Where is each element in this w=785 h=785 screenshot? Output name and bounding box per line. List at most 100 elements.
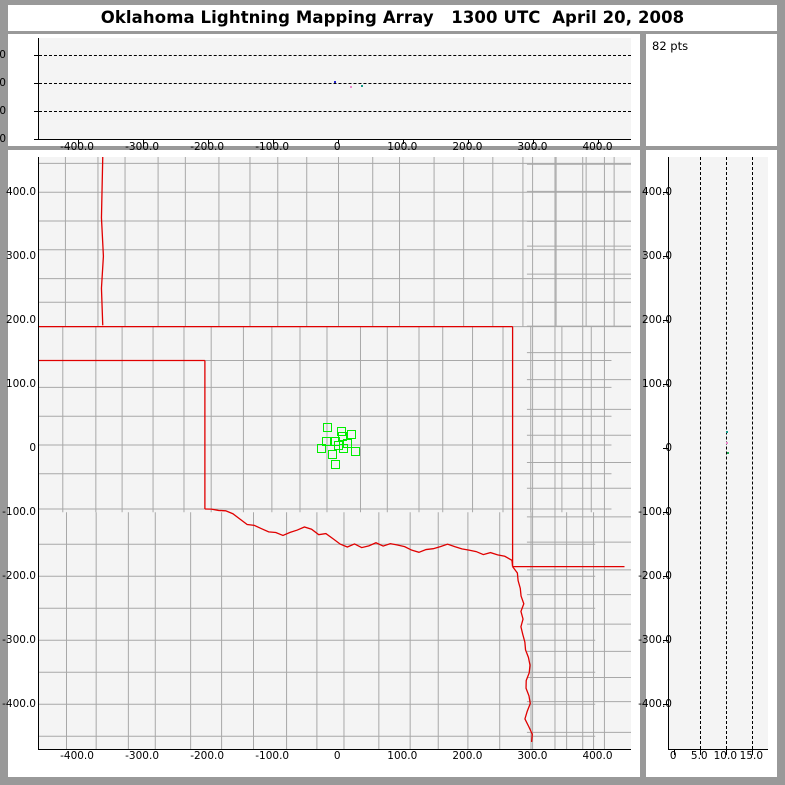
lightning-marker bbox=[316, 443, 326, 453]
x-tick-label: -100.0 bbox=[255, 750, 290, 762]
x-tick bbox=[468, 139, 470, 144]
y-tick-label: -100.0 bbox=[638, 506, 672, 519]
y-tick-label: -400.0 bbox=[2, 698, 36, 711]
x-tick bbox=[598, 139, 600, 144]
county-boundaries bbox=[39, 157, 631, 749]
top-altitude-profile-panel: 05.010.015.0 -400.0-300.0-200.0-100.0010… bbox=[0, 34, 640, 153]
lightning-marker bbox=[350, 446, 360, 456]
x-tick bbox=[208, 139, 210, 144]
y-tick-label: 400.0 bbox=[641, 186, 672, 199]
data-point bbox=[726, 430, 729, 433]
y-tick bbox=[663, 448, 669, 450]
x-tick-label: 400.0 bbox=[582, 750, 613, 762]
gridline-y bbox=[39, 54, 631, 56]
y-tick-label: -200.0 bbox=[2, 570, 36, 583]
y-tick bbox=[38, 640, 39, 641]
x-tick-label: 15.0 bbox=[739, 750, 764, 762]
data-point bbox=[361, 85, 364, 88]
gridline-x bbox=[726, 157, 728, 749]
x-tick bbox=[403, 139, 405, 144]
y-tick-label: 0 bbox=[29, 442, 36, 455]
y-tick-label: 300.0 bbox=[641, 250, 672, 263]
y-tick-label: 0 bbox=[0, 133, 6, 145]
y-tick-label: 5.0 bbox=[0, 104, 6, 117]
x-tick-label: -400.0 bbox=[60, 750, 94, 762]
y-tick-label: 300.0 bbox=[5, 250, 36, 263]
map-plot-area[interactable] bbox=[38, 157, 631, 750]
y-tick bbox=[663, 512, 669, 514]
y-tick bbox=[38, 512, 39, 513]
y-tick bbox=[38, 448, 39, 449]
data-point bbox=[350, 85, 353, 88]
lightning-marker bbox=[346, 429, 356, 439]
y-tick-label: -100.0 bbox=[2, 506, 36, 519]
y-tick bbox=[38, 320, 39, 321]
gridline-x bbox=[752, 157, 754, 749]
gridline-y bbox=[39, 82, 631, 84]
x-tick bbox=[533, 139, 535, 144]
x-tick-label: 100.0 bbox=[387, 750, 418, 762]
y-tick bbox=[663, 640, 669, 642]
y-tick-label: 100.0 bbox=[641, 378, 672, 391]
y-tick bbox=[38, 576, 39, 577]
y-tick bbox=[34, 110, 39, 112]
y-tick-label: -400.0 bbox=[638, 698, 672, 711]
x-tick bbox=[143, 139, 145, 144]
y-tick bbox=[38, 192, 39, 193]
x-tick bbox=[273, 139, 275, 144]
y-tick-label: 15.0 bbox=[0, 48, 6, 61]
lightning-marker bbox=[323, 423, 333, 433]
data-point bbox=[334, 81, 336, 84]
state-boundaries bbox=[39, 157, 625, 743]
x-tick-label: 0 bbox=[669, 750, 677, 762]
y-tick-label: 200.0 bbox=[5, 314, 36, 327]
y-tick bbox=[663, 320, 669, 322]
x-tick-label: 300.0 bbox=[517, 750, 548, 762]
y-tick bbox=[38, 256, 39, 257]
lightning-marker bbox=[337, 427, 346, 437]
right-altitude-profile-panel: 400.0 300.0 200.0 100.0 0 -100.0 -200.0 -300.0 -… bbox=[638, 150, 777, 777]
y-tick-label: -200.0 bbox=[638, 570, 672, 583]
y-tick bbox=[38, 384, 39, 385]
x-tick-label: 5.0 bbox=[690, 750, 708, 762]
x-tick-label: 0 bbox=[333, 141, 341, 153]
y-tick bbox=[663, 256, 669, 258]
y-tick bbox=[663, 384, 669, 386]
y-tick-label: 0 bbox=[665, 442, 672, 455]
y-tick-label: 400.0 bbox=[5, 186, 36, 199]
y-tick bbox=[663, 192, 669, 194]
y-tick bbox=[34, 54, 39, 56]
y-tick-label: -300.0 bbox=[2, 634, 36, 647]
data-point bbox=[726, 452, 729, 455]
y-tick bbox=[34, 139, 39, 140]
x-tick-label: -300.0 bbox=[125, 750, 160, 762]
x-tick-label: 0 bbox=[333, 750, 341, 762]
y-tick bbox=[38, 704, 39, 705]
y-tick-label: 200.0 bbox=[641, 314, 672, 327]
y-tick-label: -300.0 bbox=[638, 634, 672, 647]
point-count-label: 82 pts bbox=[652, 39, 689, 53]
y-tick-label: 10.0 bbox=[0, 76, 6, 89]
y-tick bbox=[34, 82, 39, 84]
title-bar: Oklahoma Lightning Mapping Array 1300 UT… bbox=[8, 5, 777, 31]
map-plan-view-panel: 400.0 300.0 200.0 100.0 0 -100.0 -200.0 -300.0 -… bbox=[2, 150, 640, 777]
map-boundaries-svg bbox=[39, 157, 631, 749]
x-tick-label: 200.0 bbox=[452, 750, 483, 762]
y-tick bbox=[663, 576, 669, 578]
x-tick bbox=[674, 749, 676, 755]
right-plot-area[interactable] bbox=[663, 157, 768, 755]
data-point bbox=[725, 442, 728, 445]
point-count-panel: 82 pts bbox=[646, 34, 777, 146]
y-tick bbox=[663, 704, 669, 706]
top-plot-area[interactable] bbox=[34, 38, 631, 144]
lightning-marker bbox=[331, 437, 341, 447]
x-tick-label: -200.0 bbox=[190, 750, 225, 762]
lightning-marker bbox=[322, 437, 332, 447]
x-tick bbox=[338, 139, 340, 144]
x-tick-label: 10.0 bbox=[713, 750, 738, 762]
x-tick bbox=[752, 749, 754, 755]
gridline-y bbox=[39, 110, 631, 112]
lightning-marker bbox=[327, 450, 337, 460]
x-tick bbox=[78, 139, 80, 144]
